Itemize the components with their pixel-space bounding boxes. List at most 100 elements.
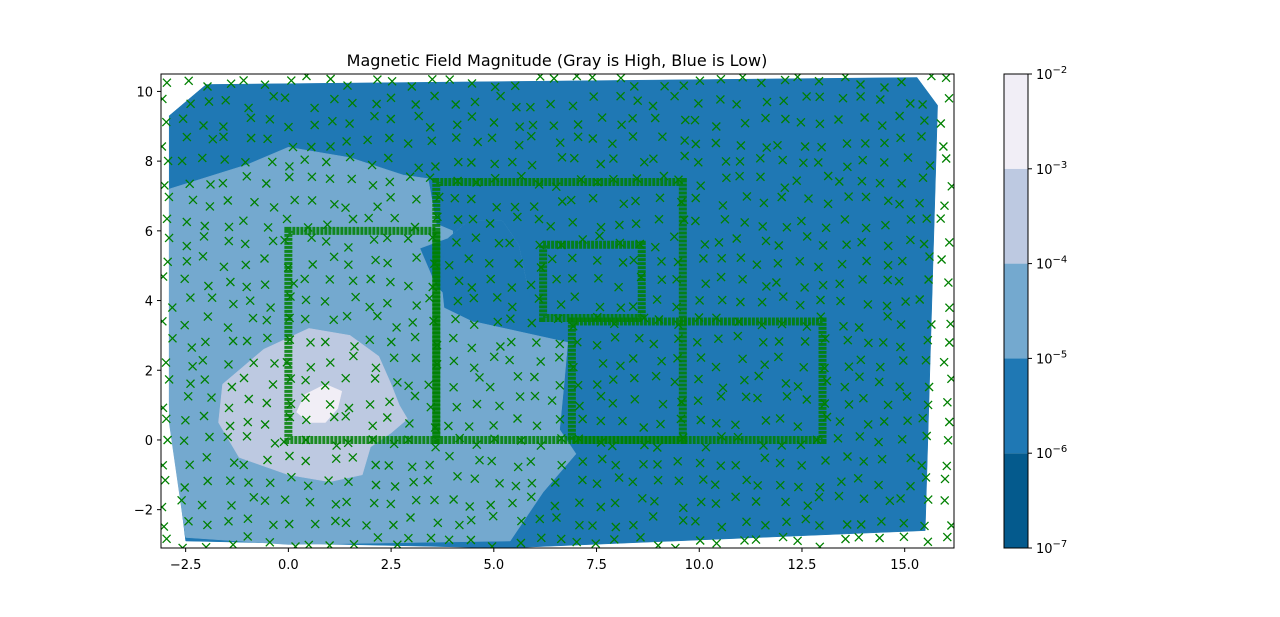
mesh-node-marker	[466, 158, 476, 167]
mesh-node-marker	[341, 203, 350, 213]
mesh-node-marker	[883, 260, 893, 270]
mesh-node-marker	[941, 74, 951, 83]
mesh-node-marker	[227, 500, 236, 510]
mesh-node-marker	[880, 138, 889, 148]
mesh-node-marker	[701, 279, 711, 289]
mesh-node-marker	[364, 213, 374, 223]
mesh-node-marker	[351, 292, 361, 302]
mesh-node-marker	[711, 499, 721, 509]
mesh-node-marker	[771, 278, 781, 287]
mesh-node-marker	[472, 178, 482, 187]
mesh-node-marker	[691, 193, 701, 203]
mesh-node-marker	[161, 475, 170, 485]
mesh-node-marker	[188, 195, 198, 205]
mesh-node-marker	[915, 295, 925, 304]
mesh-node-marker	[879, 417, 889, 426]
mesh-node-marker	[260, 80, 270, 90]
mesh-node-marker	[926, 74, 936, 81]
mesh-node-marker	[249, 358, 259, 368]
mesh-node-marker	[921, 355, 931, 365]
mesh-node-marker	[778, 532, 788, 542]
colorbar-tick-label: 10−5	[1036, 349, 1067, 367]
mesh-node-marker	[557, 460, 567, 470]
mesh-node-marker	[574, 434, 584, 444]
mesh-node-marker	[164, 233, 174, 243]
mesh-node-marker	[511, 102, 521, 112]
mesh-node-marker	[388, 520, 398, 530]
mesh-node-marker	[880, 220, 890, 230]
mesh-node-marker	[182, 256, 192, 266]
mesh-node-marker	[345, 119, 355, 129]
mesh-node-marker	[837, 259, 847, 269]
mesh-node-marker	[532, 421, 542, 431]
mesh-node-marker	[895, 111, 905, 121]
mesh-node-marker	[197, 153, 207, 163]
mesh-node-marker	[260, 496, 270, 506]
mesh-node-marker	[596, 391, 606, 401]
mesh-node-marker	[639, 440, 649, 450]
mesh-node-marker	[761, 416, 771, 425]
mesh-node-marker	[403, 281, 413, 291]
mesh-node-marker	[384, 461, 394, 470]
mesh-node-marker	[203, 82, 212, 91]
mesh-node-marker	[428, 232, 437, 242]
mesh-node-marker	[332, 441, 342, 451]
mesh-node-marker	[733, 432, 743, 442]
mesh-node-marker	[385, 277, 395, 287]
mesh-node-marker	[383, 258, 393, 268]
mesh-node-marker	[373, 202, 383, 212]
mesh-node-marker	[161, 180, 169, 190]
mesh-node-marker	[325, 174, 335, 184]
mesh-node-marker	[897, 77, 906, 87]
mesh-node-marker	[717, 295, 727, 305]
mesh-node-marker	[475, 372, 484, 382]
mesh-node-marker	[507, 157, 517, 167]
mesh-node-marker	[756, 78, 766, 88]
mesh-node-marker	[183, 391, 193, 401]
mesh-node-marker	[161, 94, 167, 104]
mesh-node-marker	[812, 435, 822, 445]
mesh-node-marker	[618, 258, 628, 267]
mesh-node-marker	[488, 511, 498, 521]
mesh-node-marker	[260, 254, 269, 263]
mesh-node-marker	[320, 337, 330, 347]
mesh-node-marker	[199, 231, 209, 241]
mesh-node-marker	[761, 113, 770, 123]
mesh-node-marker	[228, 336, 238, 346]
mesh-node-marker	[718, 383, 728, 393]
mesh-node-marker	[803, 501, 813, 511]
mesh-node-marker	[452, 237, 461, 247]
mesh-node-marker	[513, 371, 523, 381]
mesh-node-marker	[936, 119, 946, 128]
y-tick-label: 8	[145, 155, 153, 170]
mesh-node-marker	[753, 393, 762, 403]
mesh-node-marker	[557, 197, 567, 206]
mesh-node-marker	[905, 235, 915, 245]
mesh-node-marker	[592, 380, 602, 390]
mesh-node-marker	[856, 80, 865, 89]
mesh-node-marker	[842, 162, 852, 172]
mesh-node-marker	[310, 519, 320, 529]
mesh-node-marker	[618, 416, 627, 426]
mesh-node-marker	[937, 255, 947, 264]
mesh-node-marker	[426, 533, 436, 543]
mesh-node-marker	[875, 533, 885, 543]
mesh-node-marker	[244, 394, 254, 404]
mesh-node-marker	[529, 372, 539, 382]
mesh-node-marker	[591, 539, 601, 548]
mesh-node-marker	[430, 91, 440, 101]
mesh-node-marker	[863, 419, 873, 429]
mesh-node-marker	[616, 74, 626, 83]
mesh-node-marker	[343, 260, 353, 270]
mesh-node-marker	[280, 235, 290, 245]
mesh-node-marker	[610, 498, 620, 508]
mesh-node-marker	[573, 380, 583, 390]
mesh-node-marker	[225, 277, 235, 287]
mesh-node-marker	[716, 461, 726, 471]
mesh-node-marker	[187, 343, 197, 353]
mesh-node-marker	[615, 238, 625, 248]
mesh-node-marker	[732, 234, 742, 243]
mesh-node-marker	[403, 435, 413, 445]
mesh-node-marker	[240, 157, 250, 167]
mesh-node-marker	[469, 320, 479, 330]
